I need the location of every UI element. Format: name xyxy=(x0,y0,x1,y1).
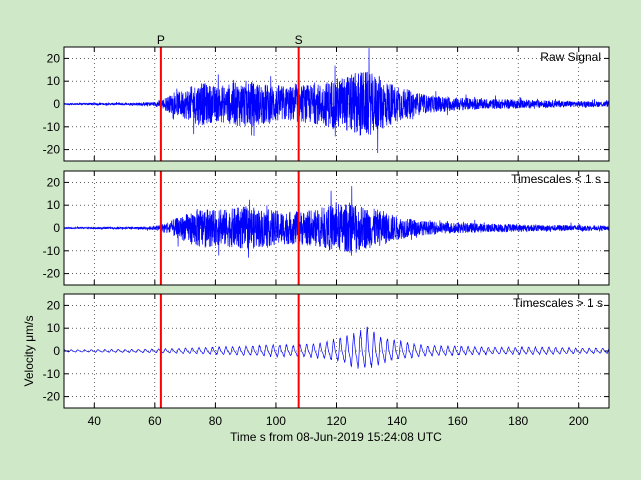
phase-markers xyxy=(159,294,300,408)
phase-markers xyxy=(159,47,300,161)
x-tick-label: 100 xyxy=(266,414,286,428)
x-tick-label: 180 xyxy=(508,414,528,428)
axes-border xyxy=(63,293,610,409)
y-tick-label: 0 xyxy=(53,221,60,235)
trace-short-timescales xyxy=(63,186,610,258)
grid-lines xyxy=(64,294,609,408)
x-tick-label: 40 xyxy=(88,414,102,428)
phase-label-s: S xyxy=(295,33,303,47)
axes-border xyxy=(63,46,610,162)
y-tick-label: 20 xyxy=(47,175,61,189)
y-tick-label: 0 xyxy=(53,344,60,358)
x-tick-label: 60 xyxy=(148,414,162,428)
y-tick-labels: -20 -10 0 10 20 xyxy=(43,298,61,403)
y-tick-label: 10 xyxy=(47,74,61,88)
panel-label: Timescales > 1 s xyxy=(513,296,603,310)
axes-border xyxy=(63,170,610,286)
y-tick-label: 20 xyxy=(47,298,61,312)
y-tick-label: -20 xyxy=(43,267,61,281)
y-tick-label: 20 xyxy=(47,51,61,65)
phase-markers xyxy=(159,171,300,285)
x-tick-label: 160 xyxy=(448,414,468,428)
x-tick-labels: 40 60 80 100 120 140 160 180 200 xyxy=(88,414,589,428)
panel-long-timescales: -20 -10 0 10 20 40 60 80 100 120 140 160 180 200 Tim… xyxy=(43,293,610,428)
y-tick-label: -20 xyxy=(43,143,61,157)
panel-raw-signal: -20 -10 0 10 20 Raw Signal P S xyxy=(43,33,610,162)
trace-long-timescales xyxy=(63,326,610,369)
y-tick-label: -10 xyxy=(43,367,61,381)
y-tick-label: -10 xyxy=(43,120,61,134)
y-tick-label: -10 xyxy=(43,244,61,258)
y-axis-label: Velocity μm/s xyxy=(22,316,36,387)
panel-short-timescales: -20 -10 0 10 20 Timescales < 1 s xyxy=(43,170,610,286)
x-tick-label: 140 xyxy=(387,414,407,428)
x-tick-label: 120 xyxy=(326,414,346,428)
y-tick-label: 10 xyxy=(47,198,61,212)
y-tick-label: -20 xyxy=(43,390,61,404)
y-tick-label: 10 xyxy=(47,321,61,335)
x-tick-label: 80 xyxy=(209,414,223,428)
y-tick-label: 0 xyxy=(53,97,60,111)
y-tick-labels: -20 -10 0 10 20 xyxy=(43,175,61,280)
x-axis-label: Time s from 08-Jun-2019 15:24:08 UTC xyxy=(230,430,442,444)
trace-raw-signal xyxy=(63,48,610,154)
panel-label: Timescales < 1 s xyxy=(511,172,601,186)
phase-label-p: P xyxy=(157,33,165,47)
panel-label: Raw Signal xyxy=(540,50,601,64)
y-tick-labels: -20 -10 0 10 20 xyxy=(43,51,61,156)
x-tick-label: 200 xyxy=(569,414,589,428)
